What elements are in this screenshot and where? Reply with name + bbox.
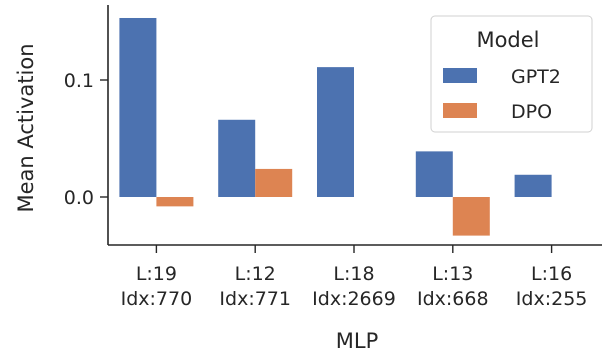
- bar-dpo-1: [255, 168, 293, 197]
- x-tick-label: L:19: [136, 263, 177, 285]
- legend-swatch-gpt2: [443, 68, 477, 83]
- bar-gpt2-0: [119, 17, 157, 197]
- x-tick-label: Idx:771: [219, 288, 291, 310]
- x-axis-title: MLP: [336, 329, 378, 353]
- x-axis: L:19 Idx:770 L:12 Idx:771 L:18 Idx:2669 L:13 Id…: [108, 244, 602, 310]
- legend: Model GPT2 DPO: [430, 15, 593, 133]
- x-tick-label: L:16: [531, 263, 572, 285]
- x-tick-label: L:13: [432, 263, 473, 285]
- x-tick-label: Idx:668: [417, 288, 489, 310]
- bar-gpt2-2: [317, 67, 354, 197]
- bar-gpt2-4: [514, 174, 552, 197]
- x-tick-label: L:18: [333, 263, 374, 285]
- y-tick-label: 0.0: [64, 187, 94, 209]
- y-axis-title: Mean Activation: [14, 43, 38, 212]
- legend-swatch-dpo: [443, 103, 477, 118]
- y-axis: 0.0 0.1: [64, 5, 109, 245]
- bar-dpo-3: [452, 197, 490, 236]
- legend-title: Model: [476, 28, 539, 52]
- bar-gpt2-1: [218, 119, 256, 197]
- legend-label-dpo: DPO: [511, 101, 552, 123]
- bar-gpt2-3: [415, 151, 453, 197]
- x-tick-label: Idx:2669: [312, 288, 396, 310]
- legend-label-gpt2: GPT2: [511, 66, 561, 88]
- y-tick-label: 0.1: [64, 70, 94, 92]
- x-tick-label: L:12: [235, 263, 276, 285]
- x-tick-label: Idx:770: [121, 288, 193, 310]
- bars: [119, 17, 552, 236]
- bar-dpo-0: [156, 197, 194, 207]
- x-tick-label: Idx:255: [516, 288, 588, 310]
